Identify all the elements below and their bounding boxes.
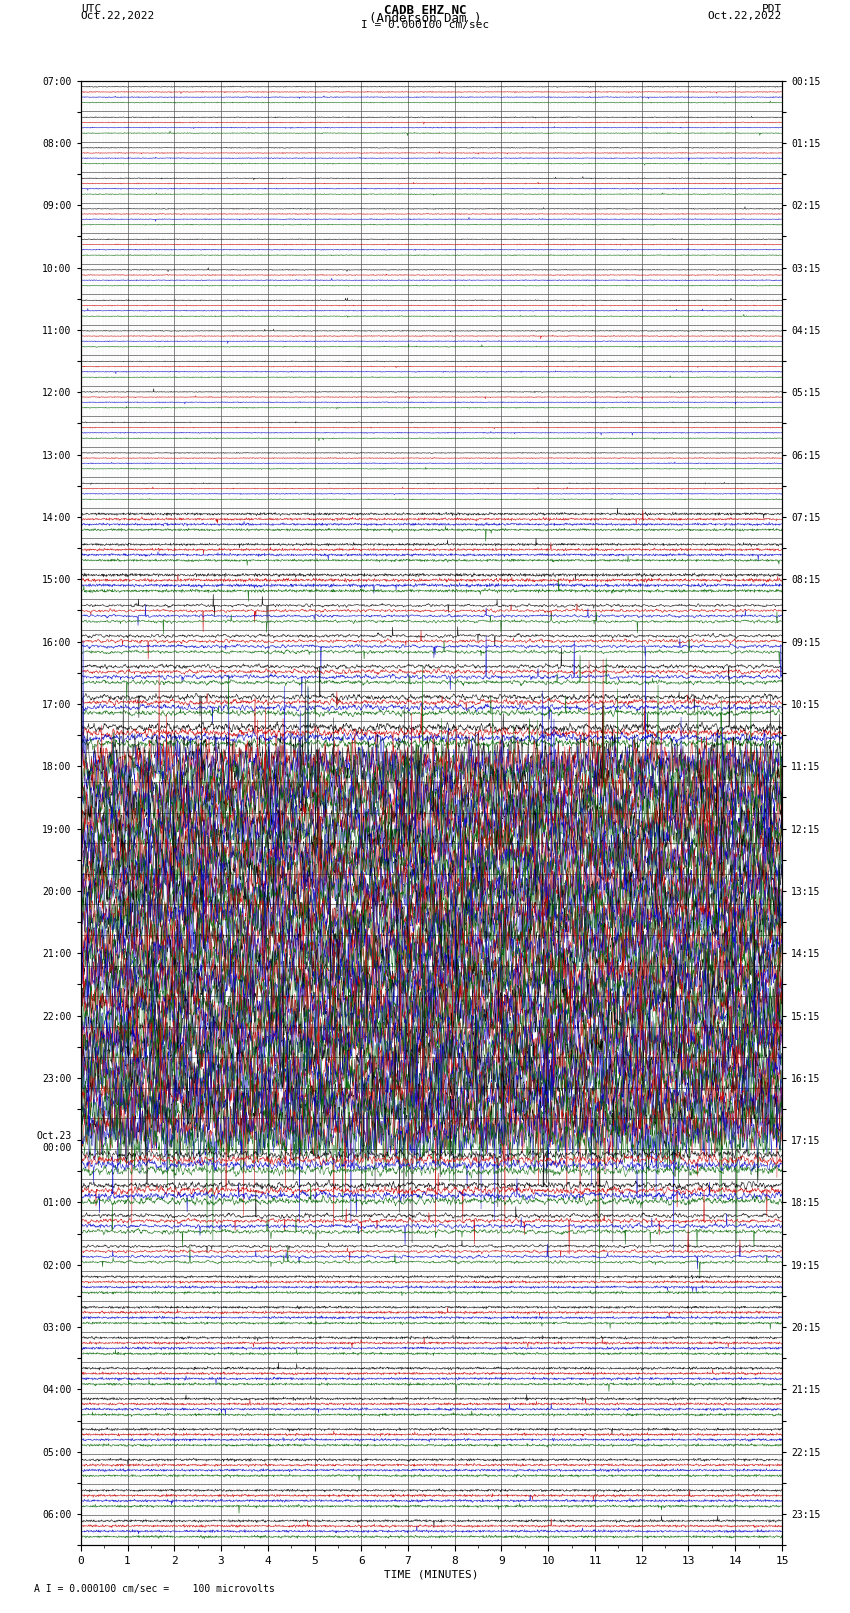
Text: CADB EHZ NC: CADB EHZ NC — [383, 5, 467, 18]
Text: PDT: PDT — [762, 5, 782, 15]
Text: (Anderson Dam ): (Anderson Dam ) — [369, 11, 481, 26]
Text: A I = 0.000100 cm/sec =    100 microvolts: A I = 0.000100 cm/sec = 100 microvolts — [34, 1584, 275, 1594]
X-axis label: TIME (MINUTES): TIME (MINUTES) — [384, 1569, 479, 1579]
Text: UTC: UTC — [81, 5, 101, 15]
Text: Oct.22,2022: Oct.22,2022 — [81, 11, 155, 21]
Text: I = 0.000100 cm/sec: I = 0.000100 cm/sec — [361, 19, 489, 31]
Text: Oct.22,2022: Oct.22,2022 — [708, 11, 782, 21]
